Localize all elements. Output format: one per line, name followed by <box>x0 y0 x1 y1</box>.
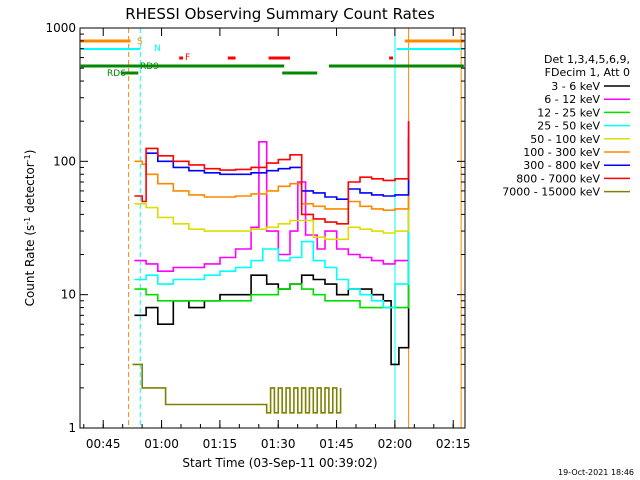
legend: Det 1,3,4,5,6,9, FDecim 1, Att 0 3 - 6 k… <box>502 53 630 199</box>
legend-label-4: 25 - 50 keV <box>537 120 600 133</box>
x-axis-label: Start Time (03-Sep-11 00:39:02) <box>182 456 377 470</box>
legend-label-6: 100 - 300 keV <box>523 146 600 159</box>
x-tick-label: 02:15 <box>436 437 471 451</box>
x-tick-label: 01:00 <box>144 437 179 451</box>
series-line-3 <box>134 190 410 309</box>
y-axis-label: Count Rate (s-1 detector-1) <box>23 150 37 307</box>
series-line-1 <box>134 231 410 366</box>
legend-label-3: 12 - 25 keV <box>537 106 600 119</box>
series-line-9 <box>132 363 342 414</box>
legend-label-5: 50 - 100 keV <box>530 133 600 146</box>
y-tick-label: 100 <box>53 154 76 168</box>
legend-label-9: 7000 - 15000 keV <box>502 186 600 199</box>
flag-label-s: S <box>137 37 143 47</box>
plot-frame <box>79 27 466 429</box>
y-tick-label: 10 <box>61 288 76 302</box>
series-line-2 <box>134 121 410 272</box>
plot-area: S N F RD9 RD6 <box>80 28 464 428</box>
flag-label-n: N <box>154 44 161 54</box>
legend-label-2: 6 - 12 keV <box>544 93 600 106</box>
y-tick-label: 1000 <box>45 21 76 35</box>
x-tick-label: 01:30 <box>261 437 296 451</box>
legend-label-8: 800 - 7000 keV <box>516 172 600 185</box>
series-line-8 <box>134 121 410 225</box>
flag-label-rd9: RD9 <box>140 62 159 72</box>
x-tick-label: 01:15 <box>203 437 238 451</box>
legend-header-line-2: FDecim 1, Att 0 <box>545 66 630 79</box>
timestamp: 19-Oct-2021 18:46 <box>558 468 634 477</box>
series-line-5 <box>134 161 410 241</box>
series-line-4 <box>134 182 410 309</box>
flag-label-f: F <box>185 53 190 63</box>
y-tick-label: 1 <box>68 421 76 435</box>
series-line-7 <box>146 137 410 200</box>
series-line-6 <box>134 150 410 211</box>
legend-header-line-1: Det 1,3,4,5,6,9, <box>544 53 630 66</box>
x-tick-label: 00:45 <box>86 437 121 451</box>
flag-label-rd6: RD6 <box>107 69 126 79</box>
x-tick-label: 02:00 <box>378 437 413 451</box>
legend-label-1: 3 - 6 keV <box>551 80 600 93</box>
chart-title: RHESSI Observing Summary Count Rates <box>125 5 435 23</box>
legend-label-7: 300 - 800 keV <box>523 159 600 172</box>
x-tick-label: 01:45 <box>319 437 354 451</box>
